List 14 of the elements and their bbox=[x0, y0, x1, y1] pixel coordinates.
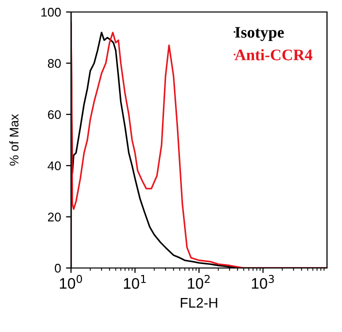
x-axis-title: FL2-H bbox=[180, 298, 218, 308]
legend-label: Isotype bbox=[235, 27, 284, 41]
y-tick-label: 40 bbox=[48, 161, 61, 170]
x-tick-label: 10$^{0}$ bbox=[60, 274, 82, 289]
x-tick-label: 10$^{3}$ bbox=[252, 274, 274, 289]
x-tick-label: 10$^{1}$ bbox=[124, 275, 146, 289]
y-axis-title: % of Max bbox=[9, 114, 19, 166]
y-tick-label: 100 bbox=[41, 8, 61, 17]
x-tick-label: 10$^{2}$ bbox=[188, 274, 210, 289]
y-tick-label: 60 bbox=[48, 110, 61, 120]
legend-label: Anti-CCR4 bbox=[234, 49, 312, 60]
y-tick-label: 0 bbox=[54, 264, 61, 273]
y-tick-label: 80 bbox=[48, 59, 61, 68]
y-tick-label: 20 bbox=[48, 212, 61, 222]
